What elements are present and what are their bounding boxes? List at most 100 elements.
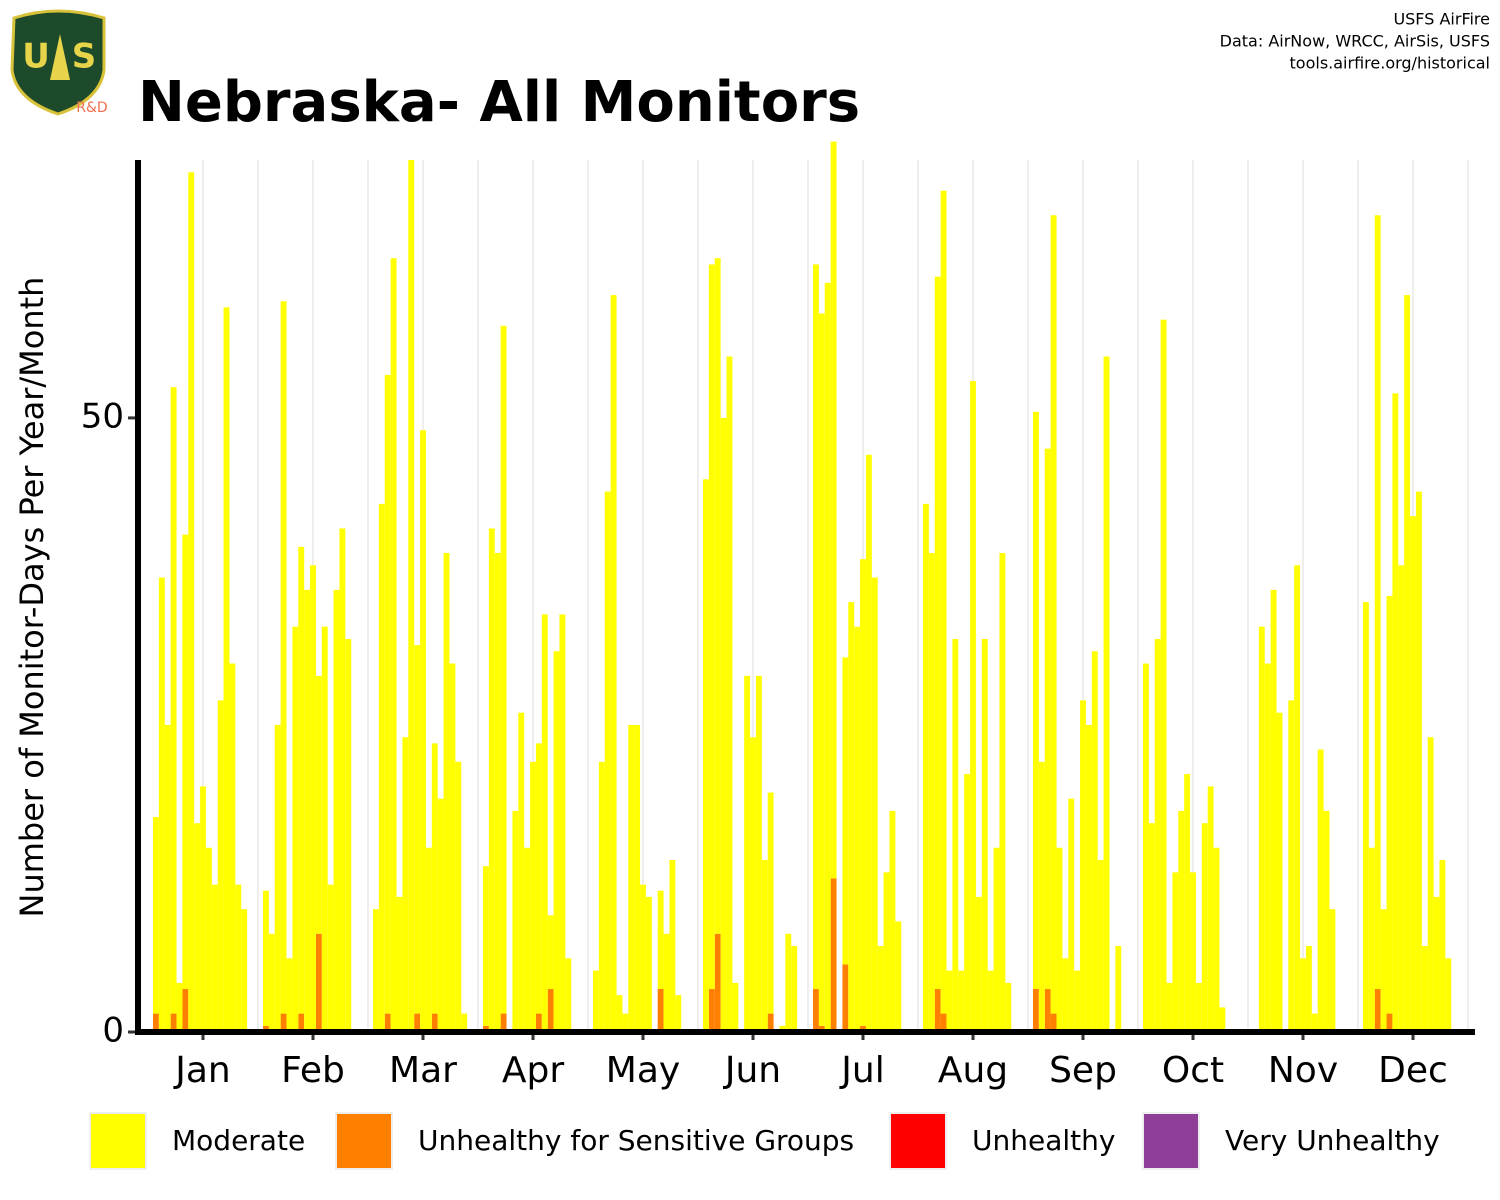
- bar: [1404, 295, 1411, 1032]
- bar: [1080, 700, 1086, 1032]
- bar: [315, 933, 322, 1032]
- logo-letter: U: [22, 37, 50, 77]
- bar: [420, 430, 426, 1033]
- bar: [414, 645, 421, 1014]
- bar: [1178, 810, 1185, 1032]
- bar: [940, 1013, 947, 1032]
- bar: [1062, 958, 1069, 1032]
- legend-label: Very Unhealthy: [1225, 1124, 1440, 1157]
- bar: [500, 325, 507, 1014]
- bar: [813, 264, 819, 990]
- bar: [1380, 909, 1387, 1032]
- bar: [1270, 589, 1277, 1032]
- bar: [1097, 860, 1104, 1032]
- bar: [263, 1025, 269, 1032]
- bar: [547, 915, 554, 990]
- bar: [1323, 810, 1330, 1032]
- bar: [895, 921, 902, 1032]
- bar: [628, 724, 635, 1032]
- x-tick-label: Jul: [839, 1050, 884, 1091]
- bar: [1190, 872, 1196, 1032]
- bar: [871, 577, 878, 1032]
- bar: [824, 282, 831, 1032]
- y-axis-label: Number of Monitor-Days Per Year/Month: [13, 277, 51, 918]
- bar: [1050, 215, 1057, 1014]
- bar: [1368, 847, 1375, 1032]
- bar: [999, 553, 1006, 1032]
- bar: [767, 792, 774, 1014]
- bar: [987, 970, 994, 1032]
- bar: [842, 964, 849, 1032]
- bar: [889, 810, 896, 1032]
- bar: [708, 989, 715, 1032]
- bar: [726, 356, 733, 1032]
- bar: [494, 553, 501, 1032]
- bar: [449, 663, 456, 1032]
- bar: [1305, 946, 1312, 1032]
- bar: [565, 958, 572, 1032]
- bar: [512, 810, 519, 1032]
- bar: [488, 528, 495, 1032]
- bar: [813, 989, 819, 1032]
- bar: [235, 884, 242, 1032]
- x-tick-label: Apr: [502, 1050, 564, 1091]
- y-tick-label: 50: [81, 396, 124, 436]
- bar: [188, 172, 195, 1033]
- bar: [744, 675, 751, 1032]
- bar: [1195, 982, 1202, 1032]
- bar: [483, 866, 489, 1026]
- source-line: USFS AirFire: [1393, 10, 1490, 29]
- legend-label: Unhealthy: [972, 1124, 1115, 1157]
- bar: [217, 700, 224, 1032]
- bar: [981, 638, 988, 1032]
- bar: [205, 847, 212, 1032]
- bar: [524, 847, 531, 1032]
- bar: [732, 982, 739, 1032]
- bar: [170, 387, 177, 1014]
- bar: [714, 258, 721, 934]
- x-tick-label: Mar: [389, 1050, 457, 1091]
- x-tick-label: Sep: [1049, 1050, 1117, 1091]
- bar: [958, 970, 965, 1032]
- x-tick-label: Dec: [1378, 1050, 1448, 1091]
- bar: [1056, 847, 1063, 1032]
- bar: [1050, 1013, 1057, 1032]
- legend-label: Unhealthy for Sensitive Groups: [418, 1124, 854, 1157]
- bar: [1184, 774, 1191, 1032]
- bar: [975, 896, 982, 1032]
- bar: [1160, 319, 1167, 1032]
- bar: [610, 295, 617, 1032]
- bar: [378, 503, 385, 1032]
- bar: [708, 264, 715, 990]
- bar: [559, 614, 566, 1032]
- bar: [854, 626, 861, 1032]
- bar: [333, 589, 340, 1032]
- bar: [663, 933, 670, 1032]
- bar: [657, 989, 664, 1032]
- logo-tree: [50, 34, 70, 80]
- bar: [170, 1013, 177, 1032]
- bar: [263, 890, 269, 1026]
- bar: [455, 761, 462, 1032]
- bar: [779, 1025, 786, 1032]
- bar: [384, 1013, 391, 1032]
- bar: [158, 577, 165, 1032]
- bar: [830, 878, 837, 1032]
- bar: [321, 626, 328, 1032]
- bar: [860, 559, 866, 1026]
- bar: [860, 1025, 866, 1032]
- source-line: Data: AirNow, WRCC, AirSis, USFS: [1220, 32, 1490, 51]
- bar: [1264, 663, 1271, 1032]
- bar: [461, 1013, 468, 1032]
- bar: [1421, 946, 1428, 1032]
- bar: [865, 454, 872, 1032]
- bar: [645, 896, 652, 1032]
- bar: [176, 982, 183, 1032]
- bar: [720, 417, 727, 1032]
- bar: [952, 638, 959, 1032]
- bar: [714, 933, 721, 1032]
- x-tick-label: Jan: [173, 1050, 231, 1091]
- bar: [923, 503, 929, 1032]
- bar: [535, 743, 542, 1014]
